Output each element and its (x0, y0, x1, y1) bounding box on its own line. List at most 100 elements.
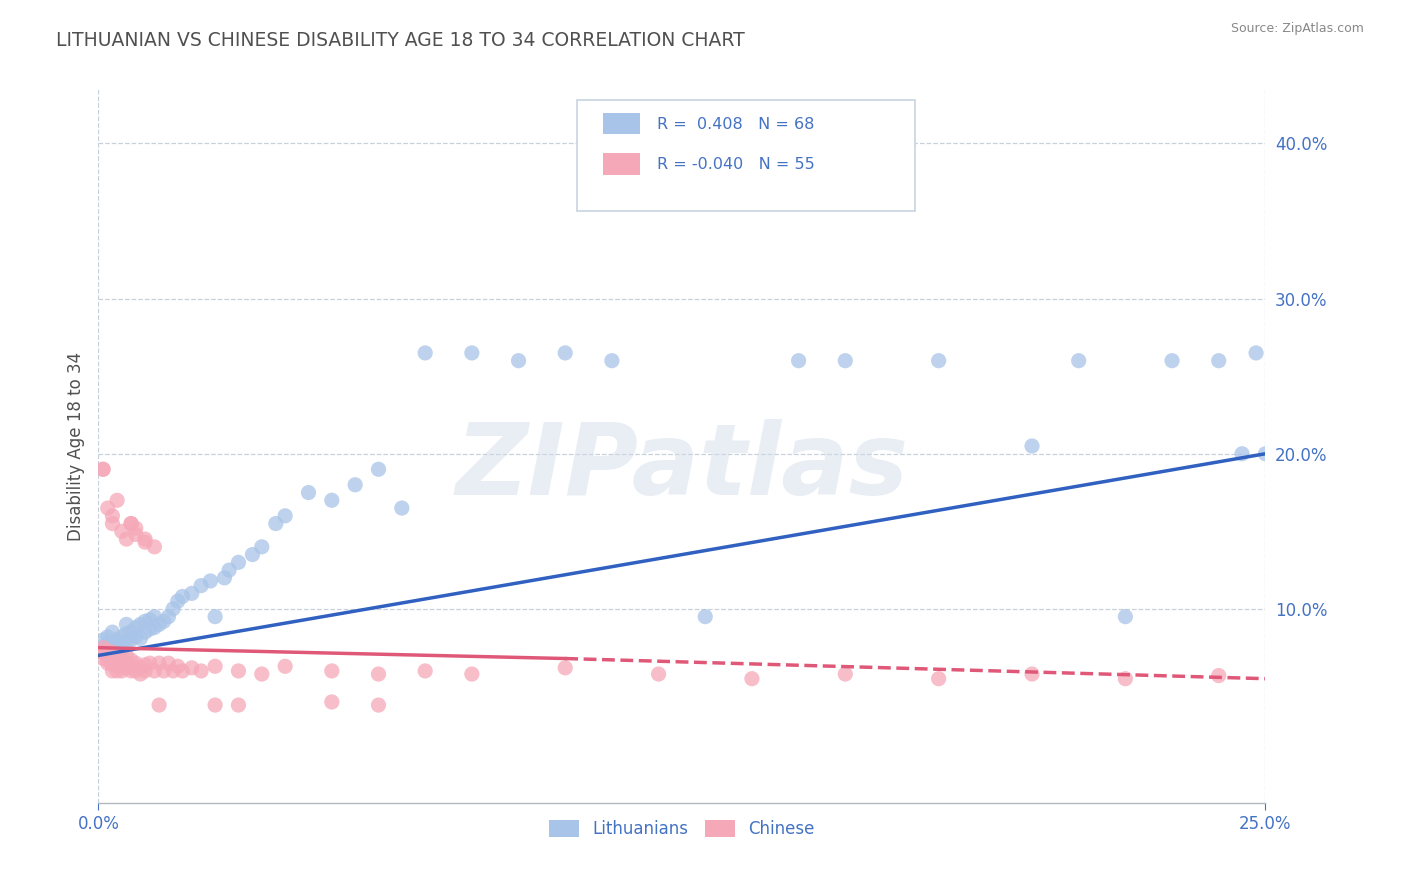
Point (1244, 346, 1267, 360)
FancyBboxPatch shape (603, 112, 640, 134)
Point (101, 657, 124, 672)
Point (115, 661, 138, 675)
FancyBboxPatch shape (576, 100, 915, 211)
Point (115, 626, 138, 640)
Point (105, 639, 128, 653)
Point (508, 353, 530, 368)
Point (129, 661, 152, 675)
Point (157, 609, 180, 624)
Point (91, 462, 114, 476)
Point (928, 672, 950, 686)
Point (97, 648, 120, 663)
Point (157, 656, 180, 670)
Point (115, 617, 138, 632)
Point (97, 648, 120, 663)
Point (134, 625, 156, 640)
Point (274, 659, 297, 673)
Point (111, 651, 134, 665)
Point (228, 698, 250, 712)
Point (111, 657, 134, 672)
Text: LITHUANIAN VS CHINESE DISABILITY AGE 18 TO 34 CORRELATION CHART: LITHUANIAN VS CHINESE DISABILITY AGE 18 … (56, 31, 745, 50)
Point (101, 664, 124, 678)
Point (101, 516, 124, 531)
Text: ZIPatlas: ZIPatlas (456, 419, 908, 516)
Point (741, 672, 763, 686)
Point (228, 555, 250, 569)
Point (125, 664, 148, 678)
Point (97, 644, 120, 658)
Point (97, 630, 120, 644)
Point (105, 493, 128, 508)
Point (554, 346, 576, 360)
Point (111, 664, 134, 678)
Point (204, 659, 226, 673)
Point (1067, 353, 1090, 368)
Point (97, 636, 120, 650)
Point (111, 524, 134, 539)
Point (134, 664, 156, 678)
Point (214, 571, 236, 585)
Point (125, 656, 148, 670)
Point (129, 617, 152, 632)
Point (695, 609, 717, 624)
Point (274, 508, 297, 523)
Point (172, 590, 194, 604)
Point (115, 634, 138, 648)
Point (97, 656, 120, 670)
Point (228, 664, 250, 678)
Point (321, 664, 343, 678)
Point (834, 667, 856, 681)
Point (190, 579, 212, 593)
Point (1161, 353, 1184, 368)
Point (152, 664, 174, 678)
Point (200, 574, 222, 588)
Y-axis label: Disability Age 18 to 34: Disability Age 18 to 34 (66, 351, 84, 541)
Point (101, 625, 124, 640)
Point (180, 586, 202, 600)
Point (1021, 439, 1043, 453)
Point (125, 630, 148, 644)
Point (250, 667, 273, 681)
Point (105, 664, 128, 678)
Point (152, 615, 174, 629)
Point (105, 657, 128, 672)
Point (101, 645, 124, 659)
Point (190, 664, 212, 678)
Point (834, 353, 856, 368)
Point (242, 548, 264, 562)
Point (148, 656, 170, 670)
Point (129, 667, 152, 681)
Point (134, 535, 156, 549)
Point (91, 640, 114, 655)
Point (101, 634, 124, 648)
Point (461, 667, 484, 681)
Point (105, 651, 128, 665)
Point (111, 630, 134, 644)
Point (111, 644, 134, 658)
Point (101, 642, 124, 657)
Point (125, 521, 148, 535)
Point (125, 620, 148, 634)
Point (91, 651, 114, 665)
Point (264, 516, 287, 531)
Point (120, 632, 142, 647)
Point (97, 653, 120, 667)
Point (120, 516, 142, 531)
Point (1021, 667, 1043, 681)
Point (1230, 447, 1253, 461)
Point (91, 645, 114, 659)
Point (91, 632, 114, 647)
Point (101, 508, 124, 523)
Point (115, 532, 138, 546)
Point (139, 613, 162, 627)
Point (120, 659, 142, 673)
Point (1114, 672, 1136, 686)
Point (1208, 353, 1230, 368)
Text: Source: ZipAtlas.com: Source: ZipAtlas.com (1230, 22, 1364, 36)
Legend: Lithuanians, Chinese: Lithuanians, Chinese (543, 813, 821, 845)
Point (413, 346, 436, 360)
Point (391, 501, 413, 516)
Point (367, 462, 389, 476)
Point (91, 645, 114, 659)
Point (105, 632, 128, 647)
